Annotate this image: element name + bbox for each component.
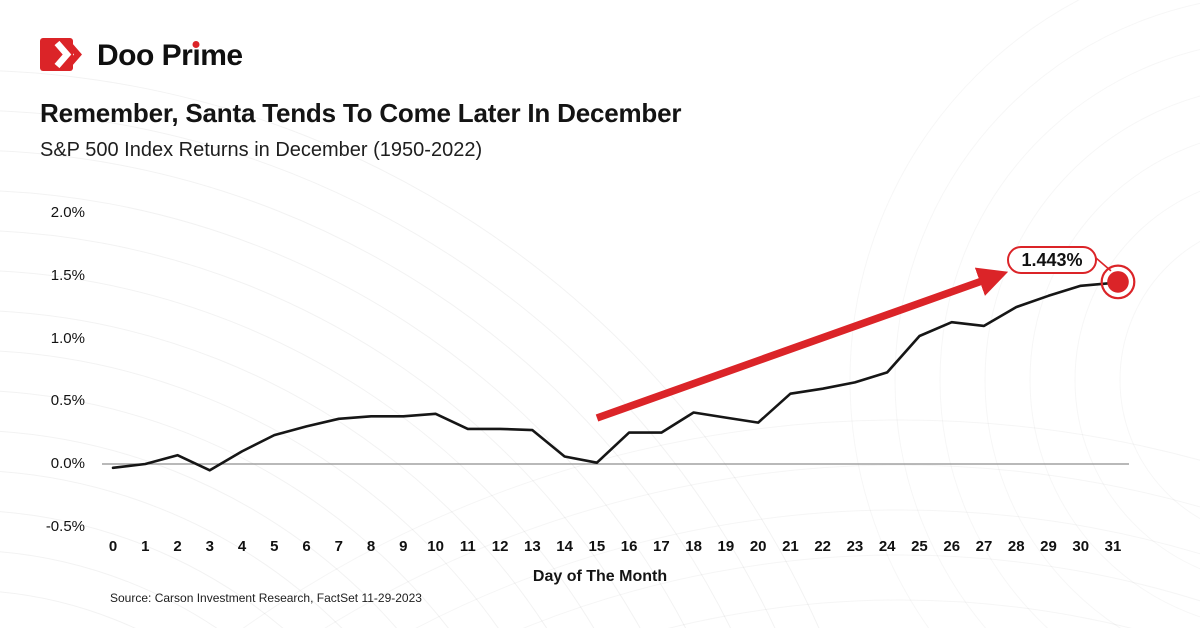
x-tick-label: 11 (459, 538, 476, 555)
x-axis-title: Day of The Month (532, 568, 668, 585)
x-tick-label: 19 (717, 538, 735, 555)
y-tick-label: 1.5% (50, 266, 85, 284)
x-tick-label: 20 (749, 538, 767, 555)
x-tick-label: 21 (782, 538, 799, 555)
x-tick-label: 1 (141, 538, 150, 555)
x-tick-label: 17 (653, 538, 670, 555)
doo-prime-logo-icon (40, 38, 82, 71)
sp500-december-returns-line (111, 281, 1115, 472)
end-point-ring (1100, 264, 1136, 300)
x-tick-label: 12 (491, 538, 509, 555)
x-tick-label: 2 (173, 538, 182, 555)
y-tick-label: 0.0% (50, 455, 85, 472)
logo-brand-text: Doo Prıme (97, 39, 243, 72)
source-attribution: Source: Carson Investment Research, Fact… (110, 591, 422, 605)
x-tick-label: 30 (1072, 538, 1090, 555)
chart-subtitle: S&P 500 Index Returns in December (1950-… (40, 139, 483, 161)
annotation-value: 1.443% (1021, 249, 1083, 270)
x-tick-label: 4 (237, 538, 247, 555)
x-tick-label: 28 (1007, 538, 1025, 555)
logo-i-red-dot: ı (192, 39, 201, 72)
x-tick-label: 6 (302, 538, 311, 555)
x-tick-label: 26 (943, 538, 961, 555)
y-tick-label: -0.5% (45, 517, 85, 535)
x-tick-label: 24 (878, 538, 896, 555)
end-point-dot (1107, 271, 1129, 293)
x-tick-label: 23 (846, 538, 864, 555)
y-tick-label: 2.0% (50, 204, 85, 221)
x-tick-label: 27 (975, 538, 993, 555)
x-tick-label: 18 (685, 538, 702, 555)
chart-title: Remember, Santa Tends To Come Later In D… (40, 98, 682, 128)
x-tick-label: 29 (1040, 538, 1057, 555)
logo: Doo Prıme (40, 36, 243, 76)
y-tick-label: 0.5% (50, 392, 85, 410)
x-tick-label: 10 (427, 538, 444, 555)
x-tick-label: 15 (588, 538, 606, 555)
annotation-callout: 1.443% (1007, 246, 1097, 274)
x-tick-label: 8 (366, 538, 376, 555)
x-tick-label: 13 (524, 538, 541, 555)
x-tick-label: 16 (620, 538, 638, 555)
x-tick-label: 5 (270, 538, 279, 555)
trend-arrow (595, 267, 1009, 422)
x-tick-label: 25 (911, 538, 928, 555)
y-tick-label: 1.0% (50, 329, 85, 347)
x-tick-label: 3 (205, 538, 214, 555)
x-tick-label: 31 (1104, 538, 1122, 555)
x-tick-label: 14 (556, 538, 573, 555)
x-tick-label: 9 (399, 538, 408, 555)
x-tick-label: 0 (108, 538, 118, 555)
x-tick-label: 7 (334, 538, 343, 555)
x-tick-label: 22 (814, 538, 832, 555)
